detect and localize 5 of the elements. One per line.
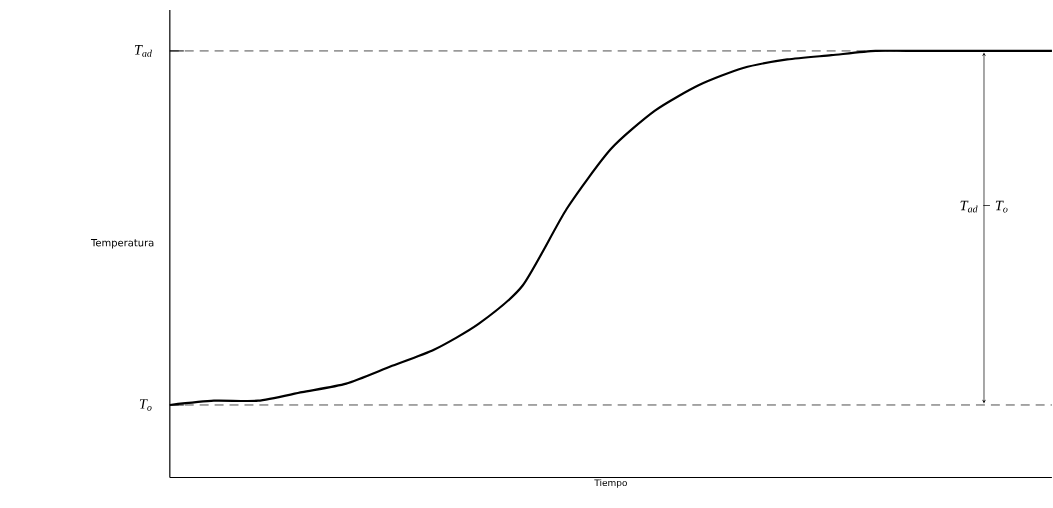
x-axis-title: Tiempo bbox=[594, 478, 627, 488]
y-axis-title: Temperatura bbox=[90, 238, 154, 249]
ref-line-label: T$_{ad}$ bbox=[134, 44, 152, 57]
ref-line-label: T$_{o}$ bbox=[139, 398, 152, 411]
annotation: T$_{ad}$ − T$_{o}$ bbox=[960, 200, 1008, 213]
